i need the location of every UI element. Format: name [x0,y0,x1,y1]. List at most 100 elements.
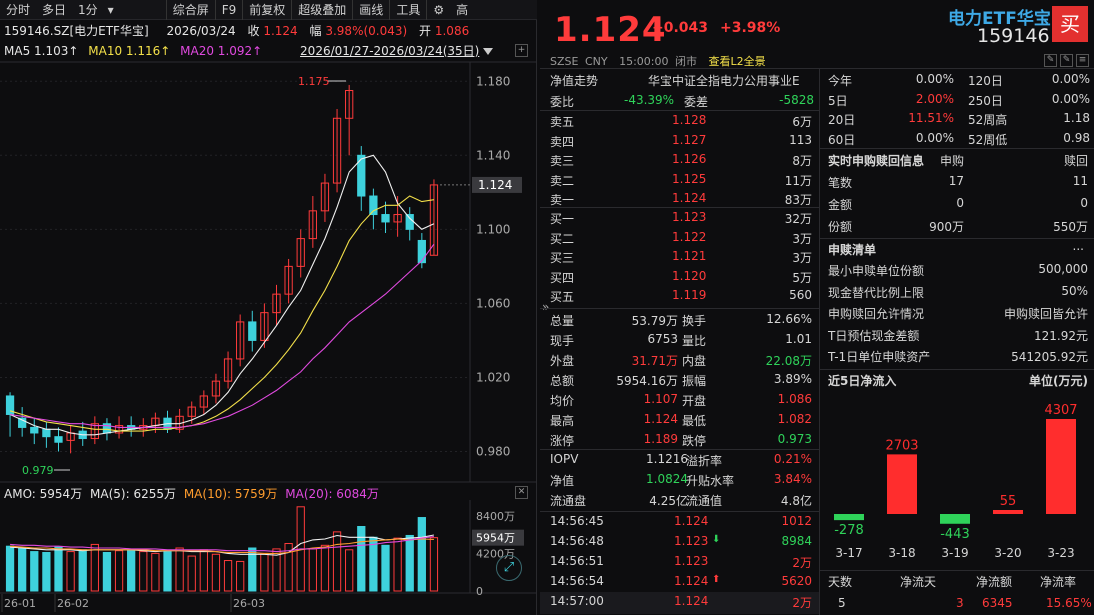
tab-overlay[interactable]: 超级叠加 [291,0,352,20]
gear-icon[interactable]: ⚙ [426,0,450,20]
stat-label: 涨停 [550,434,575,448]
amo-ma5: MA(5): 6255万 [90,487,176,501]
tick-price: 1.124 [674,594,709,608]
volume-bar [90,543,99,592]
bid-price[interactable]: 1.120 [672,268,707,283]
current-price-tag [472,176,522,193]
tab-forward-adjust[interactable]: 前复权 [242,0,291,20]
ask-price[interactable]: 1.124 [672,191,707,205]
kline-chart: 1.180 1.140 1.124 1.100 1.060 1.020 0.980 1.175… [0,61,537,612]
perf-value: 1.18 [1063,111,1090,125]
collapse-icon[interactable]: » [542,300,550,314]
inflow-day-label: 3-18 [888,546,915,560]
edit-icon[interactable]: ✎ [1044,54,1057,67]
tick-volume: 5620 [781,574,812,588]
refresh-icon[interactable]: ⤢ [496,555,522,581]
candle [320,182,330,212]
bid-price[interactable]: 1.119 [672,288,707,302]
date-label: 26-03 [233,597,265,610]
more-icon[interactable]: ... [1072,239,1084,253]
tab-tools[interactable]: 工具 [389,0,426,20]
bid-price[interactable]: 1.121 [672,249,707,263]
volume-bar [417,517,426,592]
redeem-subscribe-value: 17 [948,174,964,188]
close-label: 收 [247,24,260,38]
symbol-label: 159146.SZ[电力ETF华宝] [4,24,149,38]
volume-bar [114,550,124,592]
ask-price[interactable]: 1.125 [672,171,707,186]
tab-composite[interactable]: 综合屏 [165,0,215,20]
price-axis-label: 1.140 [476,148,510,162]
buy-button[interactable]: 买 [1052,6,1088,42]
ask-level-label: 卖五 [550,115,575,129]
nav-trend-label[interactable]: 净值走势 [550,74,599,88]
volume-bar [429,537,439,592]
ask-price[interactable]: 1.126 [672,152,707,166]
amo-ma10: MA(10): 5759万 [183,487,278,501]
amo-axis-current: 5954万 [476,532,515,545]
tab-draw[interactable]: 画线 [352,0,389,20]
inflow-footer-header: 天数 [828,575,853,589]
creation-list-value: 申购赎回皆允许 [1003,307,1088,321]
perf-label: 20日 [828,113,856,127]
bid-price[interactable]: 1.122 [672,229,707,244]
inflow-bar-label: -278 [834,523,864,538]
candle [296,238,305,267]
perf-label: 120日 [968,74,1003,88]
date-label: 26-02 [57,597,89,610]
bid-level-label: 买三 [550,251,575,265]
perf-label: 250日 [968,93,1003,108]
ask-volume: 6万 [792,115,812,129]
stat-value: 1.189 [643,432,678,446]
market-closed: 闭市 [675,55,697,68]
fund-name: 电力ETF华宝 [948,9,1051,29]
menu-icon[interactable]: ≡ [1076,54,1089,67]
volume-bar [78,549,87,592]
ask-price[interactable]: 1.127 [672,132,707,147]
creation-list-label: 申购赎回允许情况 [828,307,925,321]
l2-link[interactable]: 查看L2全景 [708,55,766,68]
candle [236,321,245,360]
inflow-footer-header: 净流天 [900,575,937,589]
tick-time: 14:56:48 [550,534,604,548]
net-inflow-chart: -278 3-17 2703 3-18 -443 3-19 55 3-20 4307 3-23 [834,403,1078,560]
redeem-row-label: 份额 [828,220,853,234]
bid-volume: 32万 [784,212,812,226]
close-icon[interactable]: ✕ [515,486,528,499]
pin-icon[interactable]: ✎ [1060,54,1073,67]
creation-list-value: 541205.92元 [1011,350,1088,364]
stat-label: 跌停 [682,434,707,448]
volume-bar [381,544,390,592]
creation-list-value: 50% [1061,283,1088,298]
chevron-down-icon[interactable]: ▾ [107,2,114,17]
candle [429,184,439,256]
price-axis-label: 1.180 [476,74,510,88]
inflow-bar [887,454,917,514]
date-range[interactable]: 2026/01/27-2026/03/24(35日) [300,44,480,58]
amo-label: AMO: 5954万 [4,487,83,501]
tab-f9[interactable]: F9 [214,0,243,20]
period-select[interactable]: 1分 [78,2,98,17]
current-amo-tag [472,529,524,546]
volume-bar [102,551,112,592]
chart-header: 159146.SZ[电力ETF华宝] 2026/03/24 收 1.124 幅 … [4,22,469,39]
bid-price[interactable]: 1.123 [672,210,707,224]
redeem-row-label: 笔数 [828,176,853,190]
iopv-label: 净值 [550,474,575,488]
tab-intraday[interactable]: 分时 [6,2,31,17]
ask-price[interactable]: 1.128 [672,113,707,127]
change-label: 幅 [309,24,322,38]
tab-multiday[interactable]: 多日 [42,2,67,17]
stat-label: 现手 [550,334,575,348]
iopv-label: 溢折率 [686,454,723,468]
redeem-redeem-value: 0 [1080,196,1088,210]
expand-icon[interactable]: + [515,44,528,57]
toolbar-high[interactable]: 高 [456,2,469,17]
creation-list-value: 121.92元 [1034,328,1088,343]
candle [405,214,414,230]
candle [199,395,208,408]
volume-bar [369,536,378,592]
triangle-down-icon[interactable] [483,48,494,55]
candle [272,293,281,314]
iopv-label: IOPV [550,452,579,466]
